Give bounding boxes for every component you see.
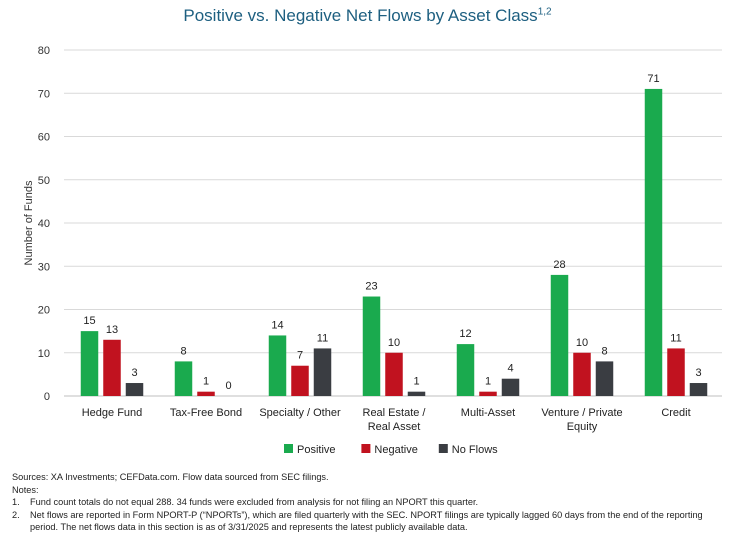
data-label: 8 — [601, 345, 607, 357]
x-tick-label-line: Hedge Fund — [82, 407, 143, 419]
bar-negative — [385, 352, 403, 396]
x-tick-label: Credit — [661, 407, 690, 419]
bar-negative — [667, 348, 685, 396]
footnote-text: Fund count totals do not equal 288. 34 f… — [30, 497, 479, 508]
legend-swatch — [438, 444, 448, 453]
x-tick-label-line: Venture / Private — [541, 407, 622, 419]
bar-no-flows — [689, 383, 708, 396]
bar-positive — [174, 361, 193, 396]
bar-no-flows — [595, 361, 614, 396]
y-axis-label: Number of Funds — [23, 180, 35, 265]
legend-swatch — [361, 444, 371, 453]
legend-label: Positive — [297, 444, 336, 456]
chart-title: Positive vs. Negative Net Flows by Asset… — [0, 6, 735, 26]
footnote-number: 2. — [12, 509, 20, 520]
y-tick-label: 40 — [38, 218, 50, 230]
bar-negative — [197, 391, 215, 396]
x-tick-label: Real Estate / Real Asset — [363, 407, 427, 433]
data-label: 10 — [576, 337, 588, 349]
data-label: 11 — [670, 332, 681, 344]
x-tick-label: Venture / Private Equity — [541, 407, 622, 433]
notes-label: Notes: — [12, 484, 39, 495]
x-tick-label: Tax-Free Bond — [170, 407, 242, 419]
data-label: 28 — [553, 259, 565, 271]
data-label: 1 — [485, 376, 491, 388]
bar-negative — [103, 339, 121, 396]
data-label: 23 — [365, 281, 377, 293]
data-label: 13 — [106, 324, 118, 336]
legend-label: No Flows — [452, 444, 498, 456]
footnote-2: 2. Net flows are reported in Form NPORT-… — [12, 509, 727, 534]
data-label: 4 — [507, 363, 513, 375]
bar-no-flows — [501, 378, 520, 396]
x-tick-label-line: Tax-Free Bond — [170, 407, 242, 419]
bar-positive — [80, 331, 99, 396]
data-label: 14 — [271, 319, 283, 331]
legend-swatch — [284, 444, 293, 453]
data-label: 7 — [297, 350, 303, 362]
bar-no-flows — [407, 391, 426, 396]
sources-text: Sources: XA Investments; CEFData.com. Fl… — [12, 472, 329, 482]
bar-positive — [550, 274, 569, 396]
x-tick-label: Multi-Asset — [461, 407, 515, 419]
x-tick-label-line: Credit — [661, 407, 690, 419]
y-tick-label: 30 — [38, 261, 50, 273]
y-tick-label: 80 — [38, 45, 50, 57]
chart-footer: Sources: XA Investments; CEFData.com. Fl… — [12, 471, 727, 534]
x-tick-label: Specialty / Other — [259, 407, 341, 419]
x-tick-label-line: Real Estate / — [363, 407, 427, 419]
y-tick-label: 10 — [38, 348, 50, 360]
bar-no-flows — [313, 348, 332, 396]
bar-positive — [362, 296, 381, 396]
data-label: 71 — [647, 73, 659, 85]
bar-positive — [456, 344, 475, 396]
data-label: 11 — [317, 332, 328, 344]
chart-title-text: Positive vs. Negative Net Flows by Asset… — [183, 6, 538, 25]
chart-title-superscript: 1,2 — [537, 6, 552, 18]
bar-negative — [291, 365, 309, 396]
x-tick-label-line: Equity — [567, 421, 598, 433]
x-tick-label-line: Specialty / Other — [259, 407, 341, 419]
x-tick-label: Hedge Fund — [82, 407, 143, 419]
bar-negative — [573, 352, 591, 396]
data-label: 1 — [203, 376, 209, 388]
footnote-1: 1. Fund count totals do not equal 288. 3… — [12, 496, 727, 509]
x-tick-label-line: Real Asset — [368, 421, 421, 433]
bar-no-flows — [125, 383, 144, 396]
data-label: 12 — [459, 328, 471, 340]
legend-label: Negative — [374, 444, 417, 456]
y-tick-label: 70 — [38, 88, 50, 100]
bar-positive — [268, 335, 287, 396]
y-tick-label: 0 — [44, 391, 50, 403]
y-tick-label: 60 — [38, 132, 50, 144]
data-label: 1 — [413, 376, 419, 388]
data-label: 3 — [131, 367, 137, 379]
bar-positive — [644, 88, 663, 397]
y-tick-label: 20 — [38, 305, 50, 317]
data-label: 15 — [83, 315, 95, 327]
footnote-number: 1. — [12, 497, 20, 508]
data-label: 3 — [695, 367, 701, 379]
data-label: 10 — [388, 337, 400, 349]
y-tick-label: 50 — [38, 175, 50, 187]
x-tick-label-line: Multi-Asset — [461, 407, 515, 419]
data-label: 0 — [225, 380, 231, 392]
footnote-text: Net flows are reported in Form NPORT-P (… — [30, 509, 703, 533]
bar-negative — [479, 391, 497, 396]
data-label: 8 — [180, 345, 186, 357]
